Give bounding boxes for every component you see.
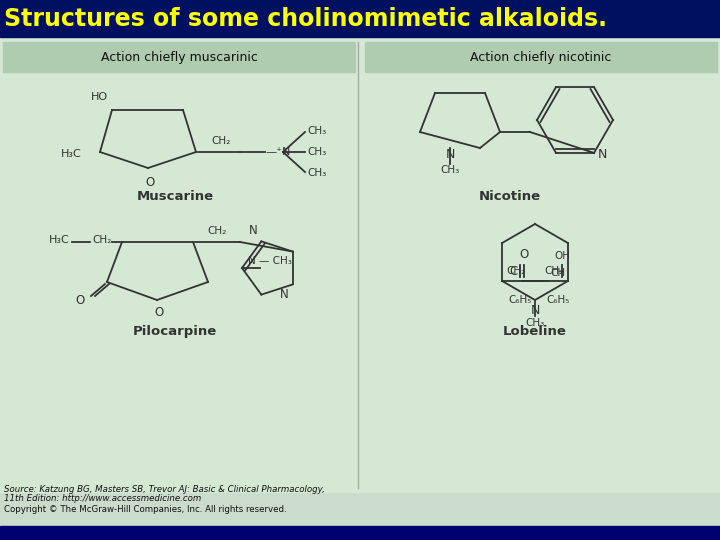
- Text: Action chiefly nicotinic: Action chiefly nicotinic: [470, 51, 612, 64]
- Text: Muscarine: Muscarine: [136, 190, 214, 203]
- Text: CH₂: CH₂: [506, 266, 526, 276]
- Text: Source: Katzung BG, Masters SB, Trevor AJ: Basic & Clinical Pharmacology,: Source: Katzung BG, Masters SB, Trevor A…: [4, 485, 325, 494]
- Text: Pilocarpine: Pilocarpine: [133, 325, 217, 338]
- Text: —⁺N: —⁺N: [265, 147, 290, 157]
- Text: HO: HO: [91, 92, 108, 102]
- Text: C₆H₅: C₆H₅: [508, 295, 531, 305]
- Text: O: O: [519, 248, 528, 261]
- Text: N: N: [531, 304, 540, 317]
- Text: N: N: [248, 225, 257, 238]
- Text: CH₂: CH₂: [212, 136, 230, 146]
- Bar: [0, 37, 720, 492]
- Text: O: O: [154, 306, 163, 319]
- Text: C: C: [510, 265, 518, 278]
- Text: CH₂: CH₂: [544, 266, 564, 276]
- Text: Action chiefly muscarinic: Action chiefly muscarinic: [101, 51, 258, 64]
- Text: Structures of some cholinomimetic alkaloids.: Structures of some cholinomimetic alkalo…: [4, 7, 607, 31]
- Text: Copyright © The McGraw-Hill Companies, Inc. All rights reserved.: Copyright © The McGraw-Hill Companies, I…: [4, 505, 287, 514]
- Text: CH₃: CH₃: [441, 165, 459, 175]
- Text: N: N: [598, 148, 608, 161]
- Bar: [365, 42, 717, 72]
- Text: N: N: [445, 148, 455, 161]
- Text: CH₃: CH₃: [526, 318, 544, 328]
- Text: H₃C: H₃C: [61, 149, 82, 159]
- Text: N: N: [280, 288, 289, 301]
- Text: CH₃: CH₃: [307, 147, 326, 157]
- Text: OH: OH: [554, 251, 570, 261]
- Text: CH₃: CH₃: [307, 168, 326, 178]
- Bar: [0, 526, 720, 540]
- Text: Lobeline: Lobeline: [503, 325, 567, 338]
- Text: CH₂: CH₂: [208, 226, 227, 236]
- Text: N — CH₃: N — CH₃: [248, 256, 292, 266]
- Text: H₃C: H₃C: [49, 235, 70, 245]
- Text: 11th Edition: http://www.accessmedicine.com: 11th Edition: http://www.accessmedicine.…: [4, 494, 202, 503]
- Text: O: O: [145, 176, 155, 189]
- Bar: [3, 42, 355, 72]
- Text: CH₂: CH₂: [92, 235, 112, 245]
- Text: CH₃: CH₃: [307, 126, 326, 136]
- Text: C₆H₅: C₆H₅: [546, 295, 570, 305]
- Text: Nicotine: Nicotine: [479, 190, 541, 203]
- Text: O: O: [76, 294, 85, 307]
- Text: CH: CH: [550, 268, 565, 278]
- Bar: [0, 0, 720, 37]
